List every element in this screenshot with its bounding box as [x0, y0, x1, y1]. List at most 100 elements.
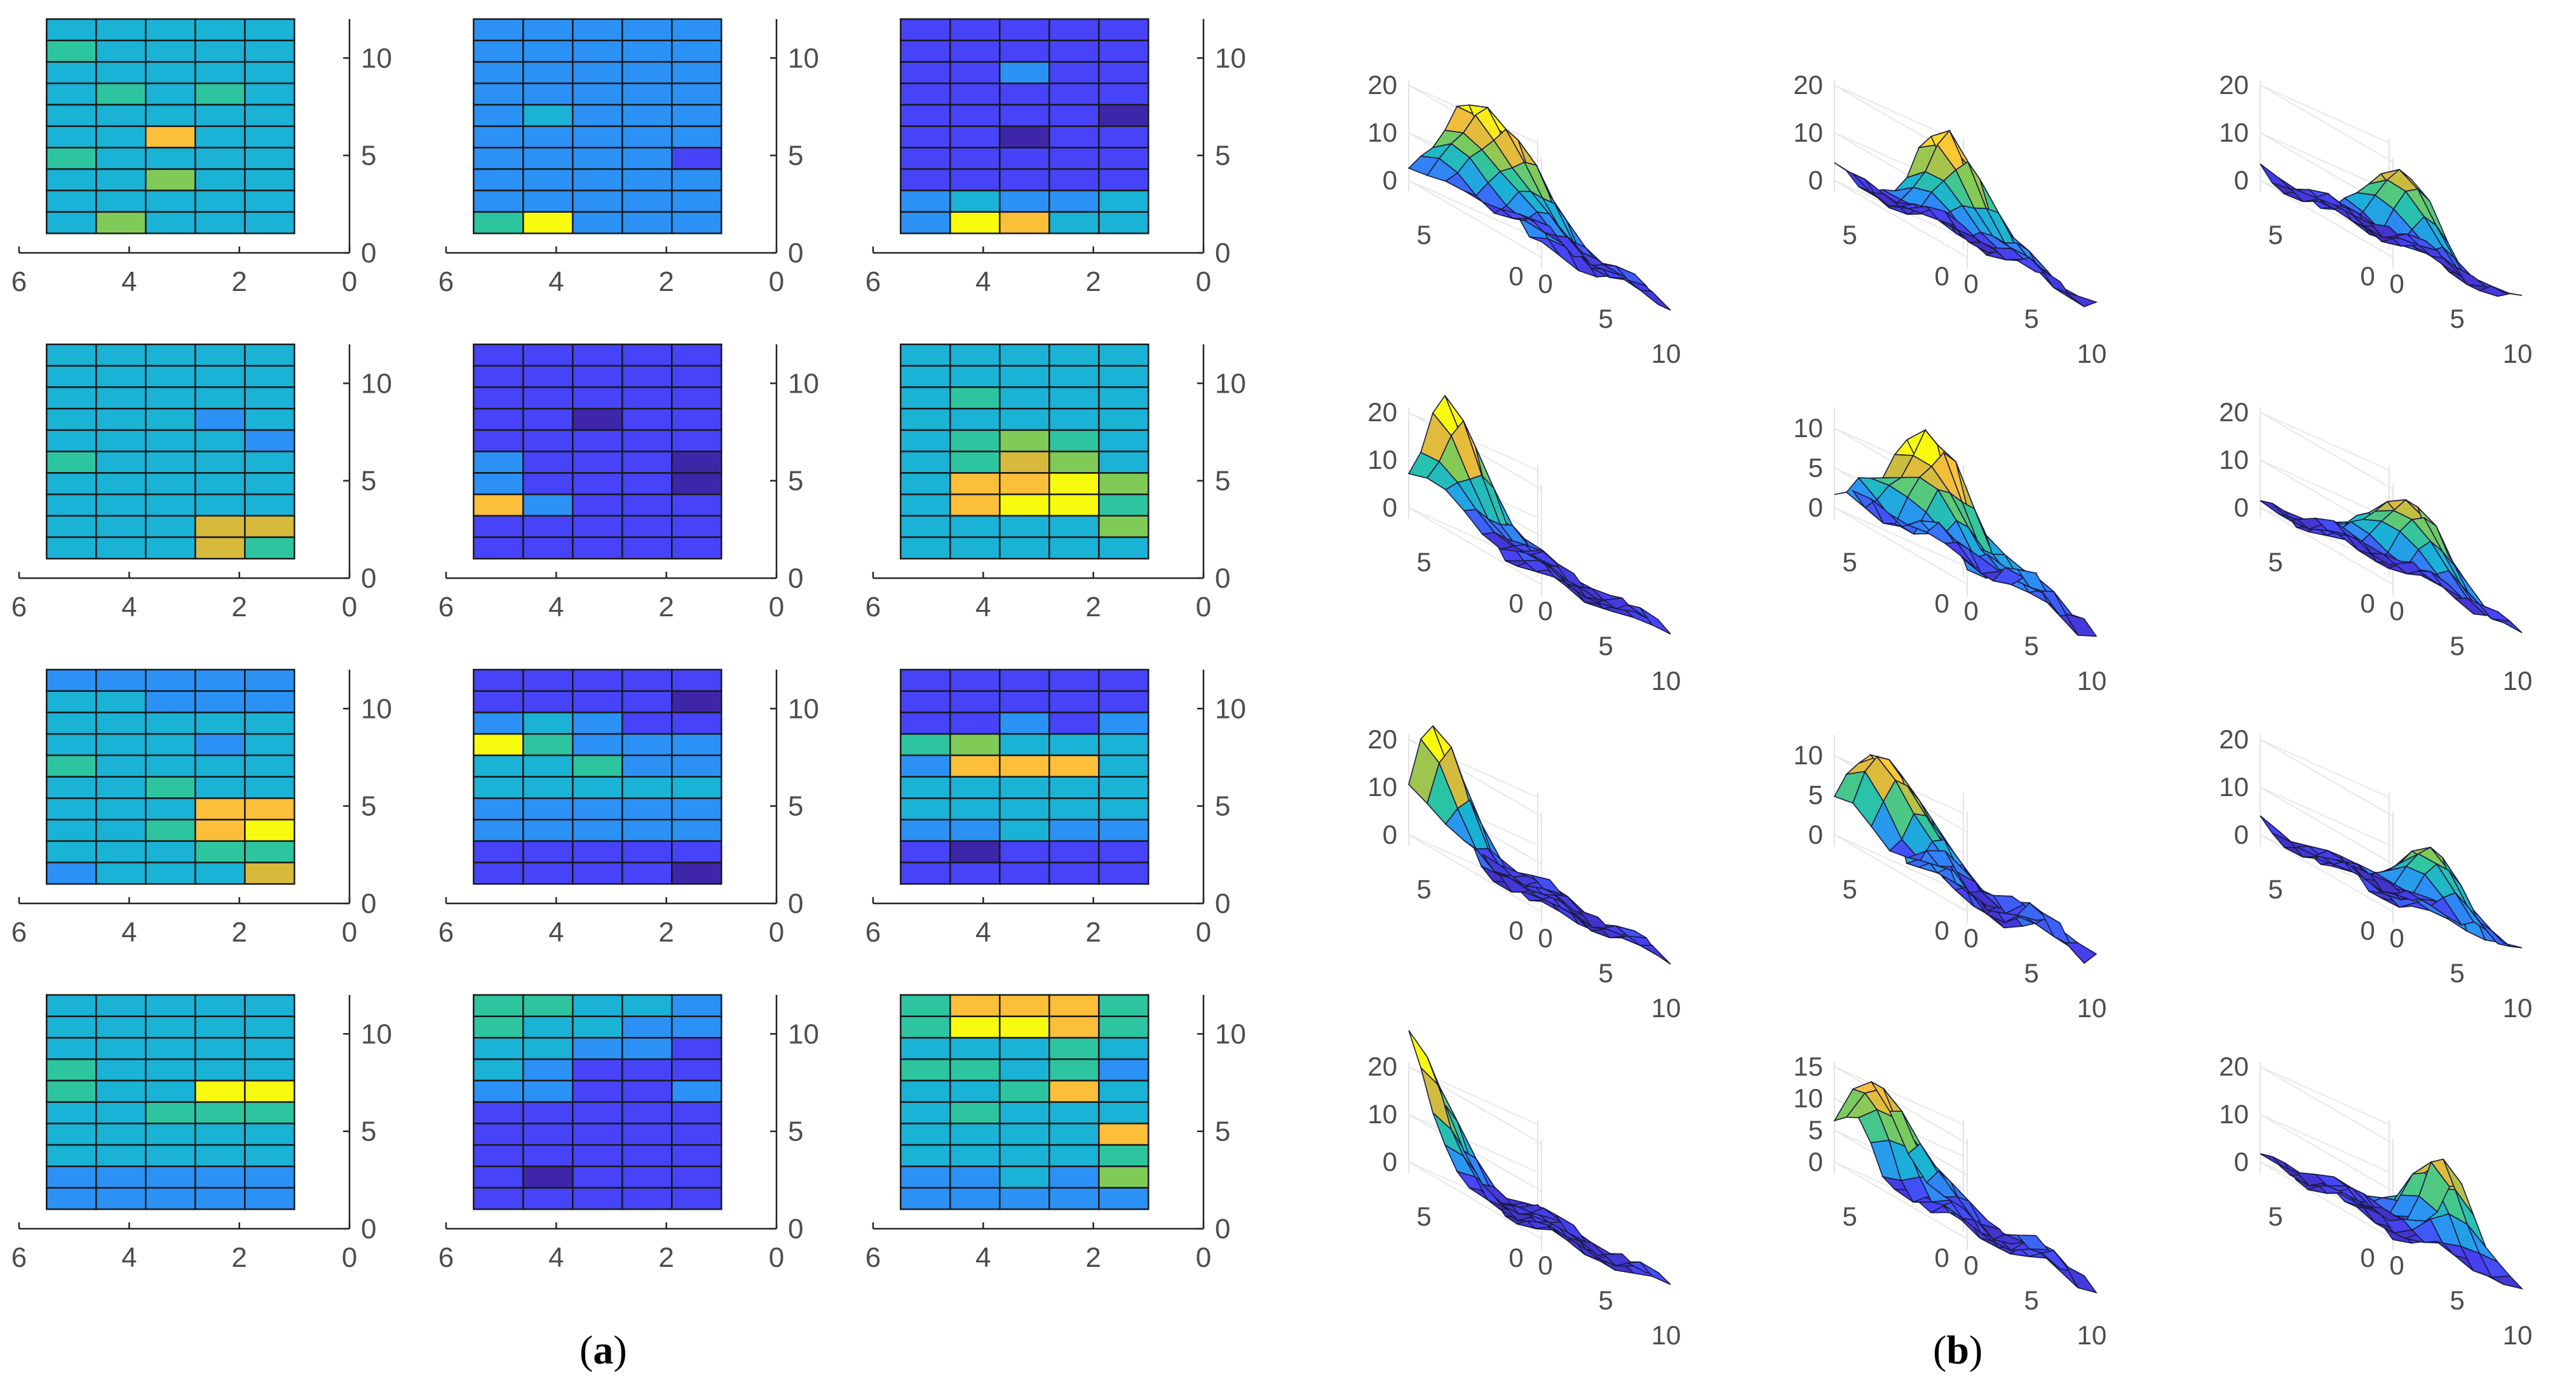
heatmap-cell: [621, 797, 673, 821]
z-tick-label: 15: [1793, 1051, 1823, 1081]
heatmap-cell: [999, 168, 1050, 192]
heatmap-cell: [1098, 862, 1149, 885]
heatmap-cell: [1098, 712, 1149, 735]
heatmap-cell: [145, 668, 196, 692]
heatmap-cell: [145, 776, 196, 799]
heatmap-cell: [900, 994, 951, 1017]
heatmap-cell: [244, 515, 295, 538]
y-tick-label: 0: [1508, 916, 1523, 945]
heatmap-panel-7: 6 4 2 00 5 10: [11, 668, 392, 948]
heatmap-cell: [244, 429, 295, 452]
heatmap-cell: [244, 472, 295, 496]
heatmap-cell: [949, 189, 1001, 213]
heatmap-cell: [145, 125, 196, 149]
heatmap-cell: [949, 18, 1001, 41]
heatmap-cell: [46, 386, 97, 410]
heatmap-cell: [244, 994, 295, 1017]
heatmap-cell: [949, 407, 1001, 431]
x-tick-label: 0: [1196, 1242, 1211, 1273]
z-tick-label: 0: [1383, 1147, 1397, 1177]
x-tick-label: 4: [975, 1242, 991, 1273]
heatmap-cell: [145, 515, 196, 538]
z-tick-label: 20: [2219, 724, 2249, 754]
heatmap-cell: [671, 1058, 722, 1082]
heatmap-cell: [949, 104, 1001, 127]
x-tick-label: 0: [1963, 923, 1978, 953]
y-tick-label: 5: [2268, 1201, 2282, 1231]
z-gridline: [2260, 132, 2394, 210]
heatmap-cell: [95, 1037, 147, 1060]
heatmap-cell: [522, 733, 574, 757]
heatmap-cell: [522, 690, 574, 713]
heatmap-cell: [999, 1123, 1050, 1146]
heatmap-cell: [145, 104, 196, 127]
z-gridline: [2260, 834, 2394, 912]
x-tick-label: 10: [2503, 1320, 2533, 1350]
heatmap-cell: [1098, 472, 1149, 496]
x-tick-label: 6: [438, 266, 454, 297]
heatmap-cell: [522, 1187, 574, 1210]
heatmap-cell: [572, 407, 623, 431]
z-tick-label: 5: [1808, 780, 1823, 810]
heatmap-cell: [522, 1037, 574, 1060]
x-tick-label: 0: [342, 917, 357, 948]
heatmap-cell: [145, 168, 196, 192]
x-tick-label: 10: [2077, 666, 2107, 696]
y-tick-label: 5: [1416, 1201, 1431, 1231]
heatmap-cell: [194, 840, 246, 863]
heatmap-cell: [949, 712, 1001, 735]
heatmap-cell: [95, 365, 147, 388]
x-tick-label: 5: [2024, 631, 2038, 661]
heatmap-cell: [1098, 1058, 1149, 1082]
x-tick-label: 5: [2450, 304, 2464, 334]
heatmap-cell: [145, 429, 196, 452]
y-tick-label: 5: [361, 140, 376, 172]
heatmap-cell: [522, 1144, 574, 1168]
heatmap-cell: [1048, 994, 1100, 1017]
z-tick-label: 0: [1808, 492, 1823, 522]
heatmap-cell: [1048, 1058, 1100, 1082]
heatmap-cell: [671, 733, 722, 757]
heatmap-cell: [95, 168, 147, 192]
x-tick-label: 5: [2024, 1285, 2038, 1315]
heatmap-cell: [1098, 365, 1149, 388]
y-tick-label: 10: [1215, 43, 1246, 74]
y-tick-label: 10: [361, 1018, 392, 1050]
heatmap-cell: [473, 1079, 524, 1103]
z-tick-label: 10: [2219, 1099, 2249, 1129]
heatmap-cell: [95, 61, 147, 84]
heatmap-cell: [473, 429, 524, 452]
x-tick-label: 10: [1651, 339, 1681, 368]
heatmap-cell: [46, 862, 97, 885]
heatmap-cell: [999, 365, 1050, 388]
y-tick-label: 0: [361, 1213, 376, 1245]
heatmap-cell: [572, 1165, 623, 1189]
y-tick-label: 5: [1215, 1116, 1230, 1147]
heatmap-panel-5: 6 4 2 00 5 10: [438, 343, 819, 623]
heatmap-cell: [999, 343, 1050, 367]
heatmap-cell: [572, 429, 623, 452]
z-gridline: [1408, 739, 1542, 817]
z-tick-label: 20: [2219, 397, 2249, 427]
heatmap-cell: [900, 1165, 951, 1189]
heatmap-cell: [671, 668, 722, 692]
heatmap-cell: [244, 1165, 295, 1189]
heatmap-cell: [244, 168, 295, 192]
y-tick-label: 0: [1508, 261, 1523, 291]
heatmap-cell: [671, 515, 722, 538]
heatmap-cell: [572, 386, 623, 410]
heatmap-cell: [1098, 429, 1149, 452]
heatmap-cell: [522, 515, 574, 538]
heatmap-cell: [621, 104, 673, 127]
heatmap-cell: [46, 1015, 97, 1039]
heatmap-cell: [473, 493, 524, 517]
heatmap-cell: [46, 797, 97, 821]
heatmap-cell: [949, 690, 1001, 713]
heatmap-panel-11: 6 4 2 00 5 10: [438, 994, 819, 1273]
heatmap-cell: [900, 168, 951, 192]
y-tick-label: 0: [1215, 238, 1230, 269]
heatmap-cell: [244, 776, 295, 799]
